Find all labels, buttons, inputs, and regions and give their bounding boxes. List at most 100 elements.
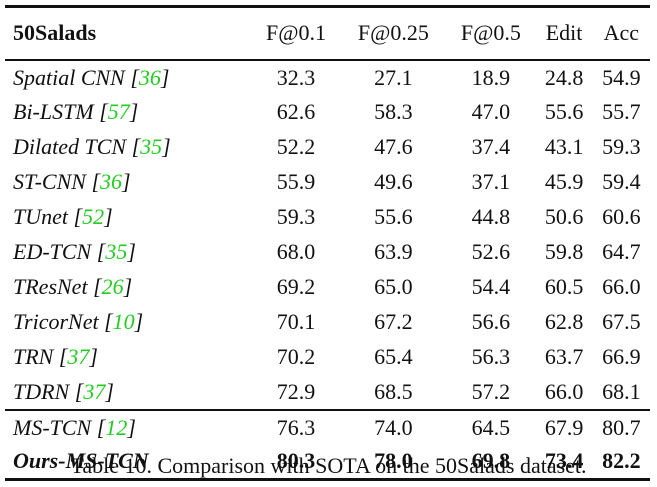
metric-cell: 60.5 [544,274,584,299]
metric-cell: 54.9 [602,64,641,90]
header-row: 50Salads F@0.1 F@0.25 F@0.5 Edit Acc [5,6,650,60]
metric-cell: 73.4 [535,444,593,481]
method-name: Bi-LSTM [13,99,94,124]
metric-cell: 80.3 [251,444,341,481]
header-f01: F@0.1 [266,20,327,46]
metric-cell: 72.9 [276,378,316,404]
citation-number[interactable]: 52 [82,204,105,229]
metric-cell: 67.9 [535,408,593,445]
citation-number[interactable]: 57 [107,99,130,124]
citation[interactable]: [37] [69,378,114,404]
metric-cell: 82.2 [592,444,650,481]
table-row: ED-TCN [35] 68.0 63.9 52.6 59.8 64.7 [5,235,650,270]
citation[interactable]: [12] [91,414,136,440]
metric-cell: 64.5 [446,408,536,445]
header-f05: F@0.5 [460,20,521,46]
metric-cell: 37.4 [471,134,511,159]
metric-cell: 56.3 [471,344,511,369]
method-name: MS-TCN [13,414,92,440]
metric-cell: 45.9 [544,169,584,194]
metric-cell: 58.3 [374,99,413,124]
citation[interactable]: [57] [93,99,139,124]
table-row: TResNet [26] 69.2 65.0 54.4 60.5 66.0 [5,270,650,305]
method-name: Ours-MS-TCN [13,448,149,474]
metric-cell: 66.0 [544,378,584,404]
table-row: TricorNet [10] 70.1 67.2 56.6 62.8 67.5 [5,305,650,340]
metric-cell: 59.8 [544,239,584,264]
method-cell: Bi-LSTM [57] [5,95,251,130]
header-edit: Edit [545,20,583,46]
metric-cell: 59.3 [602,134,641,159]
metric-cell: 74.0 [340,408,447,445]
metric-cell: 55.6 [544,99,584,124]
header-acc: Acc [603,20,640,46]
citation-number[interactable]: 36 [100,169,123,194]
citation-number[interactable]: 26 [101,274,124,299]
metric-cell: 65.0 [374,274,413,299]
metric-cell: 44.8 [471,204,511,229]
metric-cell: 24.8 [544,64,584,90]
metric-cell: 54.4 [471,274,511,299]
metric-cell: 56.6 [471,309,511,334]
metric-cell: 68.0 [276,239,316,264]
table-row: MS-TCN [12] 76.3 74.0 64.5 67.9 80.7 [5,408,650,445]
citation[interactable]: [36] [124,64,170,90]
citation[interactable]: [37] [53,344,98,369]
metric-cell: 55.9 [276,169,316,194]
metric-cell: 63.7 [544,344,584,369]
metric-cell: 47.0 [471,99,511,124]
table-row: ST-CNN [36] 55.9 49.6 37.1 45.9 59.4 [5,165,650,200]
metric-cell: 69.2 [276,274,316,299]
metric-cell: 68.5 [374,378,413,404]
citation-number[interactable]: 35 [105,239,128,264]
metric-cell: 49.6 [374,169,413,194]
metric-cell: 59.3 [276,204,316,229]
method-name: TDRN [13,378,70,404]
metric-cell: 52.2 [276,134,316,159]
citation-number[interactable]: 37 [83,378,106,404]
table-row: Bi-LSTM [57] 62.6 58.3 47.0 55.6 55.7 [5,95,650,130]
method-name: ST-CNN [13,169,86,194]
metric-cell: 69.8 [446,444,536,481]
citation-number[interactable]: 36 [138,64,161,90]
metric-cell: 27.1 [374,64,413,90]
table-row: Spatial CNN [36] 32.3 27.1 18.9 24.8 54.9 [5,60,650,95]
metric-cell: 47.6 [374,134,413,159]
citation-number[interactable]: 35 [140,134,163,159]
method-cell: TRN [37] [5,340,251,375]
metric-cell: 43.1 [544,134,584,159]
metric-cell: 68.1 [602,378,641,404]
citation[interactable]: [35] [126,134,171,159]
citation[interactable]: [35] [91,239,136,264]
metric-cell: 76.3 [251,408,341,445]
citation[interactable]: [10] [98,309,144,334]
citation-number[interactable]: 37 [67,344,90,369]
metric-cell: 70.1 [276,309,316,334]
method-name: Spatial CNN [13,64,125,90]
header-f025: F@0.25 [357,20,429,46]
metric-cell: 63.9 [374,239,413,264]
method-cell: TResNet [26] [5,270,251,305]
metric-cell: 78.0 [340,444,447,481]
method-name: TUnet [13,204,68,229]
citation[interactable]: [36] [85,169,131,194]
citation-number[interactable]: 12 [105,414,128,440]
method-cell: MS-TCN [12] [5,408,252,445]
sota-comparison-table: 50Salads F@0.1 F@0.25 F@0.5 Edit Acc Spa… [5,5,650,481]
metric-cell: 18.9 [471,64,511,90]
metric-cell: 59.4 [602,169,641,194]
citation-number[interactable]: 10 [112,309,135,334]
table-row: Ours-MS-TCN 80.3 78.0 69.8 73.4 82.2 [5,444,650,481]
metric-cell: 65.4 [374,344,413,369]
table-caption: Table 10. Comparison with SOTA on the 50… [70,453,587,478]
metric-cell: 37.1 [471,169,511,194]
method-name: Dilated TCN [13,134,127,159]
method-name: TResNet [13,274,88,299]
metric-cell: 70.2 [276,344,316,369]
citation[interactable]: [52] [68,204,113,229]
citation[interactable]: [26] [87,274,133,299]
method-cell: ST-CNN [36] [5,165,251,200]
metric-cell: 80.7 [592,408,650,445]
metric-cell: 66.0 [602,274,641,299]
